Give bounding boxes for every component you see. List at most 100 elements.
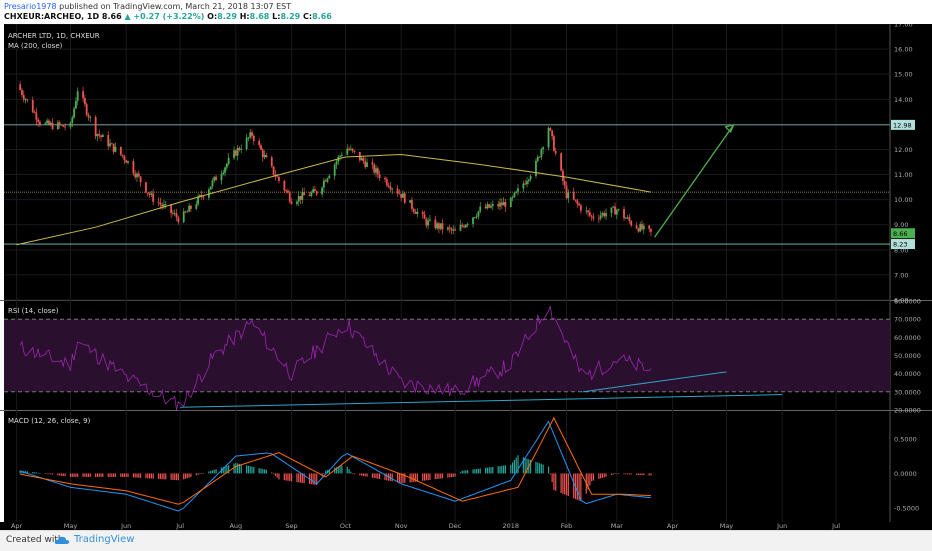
close-label: C: bbox=[303, 12, 313, 21]
candle-body bbox=[402, 193, 404, 198]
macd-histogram-bar bbox=[423, 473, 426, 481]
candle-body bbox=[438, 223, 440, 229]
candle-body bbox=[297, 195, 300, 202]
candle-body bbox=[425, 218, 428, 226]
macd-histogram-bar bbox=[276, 473, 278, 478]
macd-line bbox=[20, 420, 652, 512]
x-tick-label: Jul bbox=[831, 522, 840, 530]
high-value: 8.68 bbox=[249, 12, 270, 21]
macd-histogram-bar bbox=[274, 473, 276, 476]
candle-body bbox=[563, 180, 566, 186]
candle-body bbox=[446, 227, 449, 230]
rsi-tick-label: 20.0000 bbox=[894, 407, 921, 415]
candle-body bbox=[641, 224, 643, 230]
candle-body bbox=[247, 137, 250, 139]
candle-body bbox=[315, 191, 318, 195]
x-tick-label: Jun bbox=[776, 522, 787, 530]
symbol[interactable]: CHXEUR:ARCHEO, 1D bbox=[4, 12, 100, 21]
candle-body bbox=[225, 163, 228, 168]
rsi-tick-label: 40.0000 bbox=[894, 370, 921, 378]
candle-body bbox=[89, 117, 92, 118]
candle-body bbox=[549, 128, 552, 131]
candle-body bbox=[263, 155, 266, 158]
candle-body bbox=[152, 193, 155, 202]
candle-body bbox=[617, 209, 620, 210]
author-link[interactable]: Presario1978 bbox=[4, 2, 57, 11]
candle-body bbox=[339, 155, 341, 157]
macd-histogram-bar bbox=[199, 473, 201, 475]
price-label-text: 8.66 bbox=[893, 230, 907, 238]
candle-body bbox=[287, 190, 289, 193]
macd-histogram-bar bbox=[522, 457, 524, 474]
candle-body bbox=[101, 134, 104, 138]
price-label-tag bbox=[891, 119, 915, 130]
candle-body bbox=[321, 187, 323, 195]
macd-histogram-bar bbox=[77, 473, 79, 477]
low-value: 8.29 bbox=[280, 12, 301, 21]
macd-histogram-bar bbox=[289, 473, 291, 482]
macd-histogram-bar bbox=[614, 473, 616, 475]
macd-histogram-bar bbox=[73, 473, 75, 477]
candle-body bbox=[529, 175, 532, 180]
candle-body bbox=[184, 211, 187, 213]
macd-histogram-bar bbox=[246, 465, 248, 474]
x-tick-label: May bbox=[64, 522, 78, 530]
candle-body bbox=[497, 204, 500, 207]
candle-body bbox=[39, 121, 41, 125]
macd-histogram-bar bbox=[290, 473, 293, 482]
macd-histogram-bar bbox=[89, 473, 91, 477]
x-tick-label: Dec bbox=[449, 522, 462, 530]
price-label-tag bbox=[891, 228, 915, 239]
candle-body bbox=[127, 161, 129, 163]
macd-histogram-bar bbox=[576, 473, 578, 500]
macd-histogram-bar bbox=[19, 470, 21, 474]
candle-body bbox=[486, 204, 489, 209]
macd-histogram-bar bbox=[95, 473, 97, 477]
candle-body bbox=[182, 211, 185, 223]
candle-body bbox=[119, 146, 122, 155]
macd-histogram-bar bbox=[33, 472, 36, 474]
candle-body bbox=[37, 119, 40, 122]
macd-histogram-bar bbox=[262, 468, 264, 474]
candle-body bbox=[473, 217, 476, 219]
candle-body bbox=[587, 210, 589, 213]
macd-histogram-bar bbox=[364, 473, 366, 477]
tradingview-brand[interactable]: TradingView bbox=[74, 534, 135, 545]
macd-histogram-bar bbox=[197, 473, 199, 475]
candle-body bbox=[139, 176, 142, 183]
rsi-trendline bbox=[582, 371, 727, 393]
candle-body bbox=[366, 162, 368, 167]
macd-histogram-bar bbox=[163, 473, 165, 480]
macd-histogram-bar bbox=[213, 469, 215, 474]
candle-body bbox=[21, 90, 23, 96]
macd-histogram-bar bbox=[429, 473, 431, 480]
ma-200-line bbox=[16, 153, 652, 246]
macd-histogram-bar bbox=[526, 458, 528, 474]
candle-body bbox=[353, 150, 356, 152]
macd-histogram-bar bbox=[215, 469, 217, 474]
candle-body bbox=[427, 220, 430, 226]
macd-histogram-bar bbox=[285, 473, 287, 481]
rsi-band bbox=[4, 319, 890, 392]
candle-body bbox=[136, 173, 138, 178]
macd-histogram-bar bbox=[287, 473, 289, 481]
candle-body bbox=[536, 156, 539, 161]
macd-histogram-bar bbox=[454, 473, 456, 477]
macd-histogram-bar bbox=[414, 473, 417, 482]
candle-body bbox=[375, 168, 377, 173]
macd-histogram-bar bbox=[210, 470, 212, 474]
macd-histogram-bar bbox=[580, 473, 582, 502]
macd-histogram-bar bbox=[161, 473, 163, 480]
macd-histogram-bar bbox=[190, 473, 192, 478]
macd-histogram-bar bbox=[96, 473, 99, 477]
candle-body bbox=[125, 160, 128, 163]
candle-body bbox=[24, 99, 27, 101]
macd-histogram-bar bbox=[145, 473, 147, 479]
candle-body bbox=[64, 126, 67, 128]
candle-body bbox=[215, 176, 217, 181]
macd-histogram-bar bbox=[560, 473, 562, 494]
candle-body bbox=[348, 148, 350, 150]
candle-body bbox=[35, 112, 38, 120]
macd-histogram-bar bbox=[476, 468, 478, 474]
chart-canvas[interactable]: Apr May Jun Jul Aug Sep Oct Nov Dec 2018 Feb Mar Apr… bbox=[0, 24, 932, 530]
